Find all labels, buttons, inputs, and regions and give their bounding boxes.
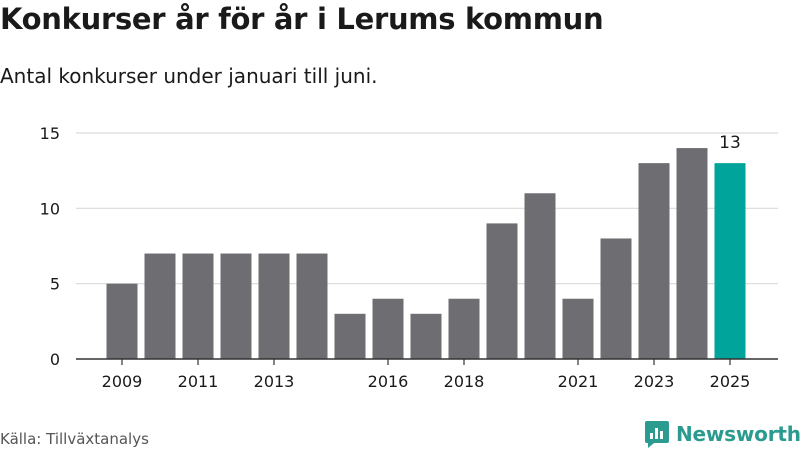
bar-2019	[486, 223, 518, 359]
x-tick-label: 2021	[558, 372, 599, 391]
bar-2010	[144, 253, 176, 359]
newsworthy-logo: Newsworthy	[644, 419, 800, 449]
brand-name: Newsworthy	[676, 422, 800, 446]
bar-2020	[524, 193, 556, 359]
bar-2011	[182, 253, 214, 359]
bar-2018	[448, 298, 480, 359]
bar-2015	[334, 313, 366, 359]
gridlines	[76, 132, 778, 285]
x-tick-label: 2009	[102, 372, 143, 391]
x-tick-label: 2018	[444, 372, 485, 391]
bar-2025	[714, 163, 746, 359]
bar-2013	[258, 253, 290, 359]
bar-2024	[676, 148, 708, 359]
data-label-2025: 13	[719, 133, 741, 153]
x-tick-label: 2011	[178, 372, 219, 391]
x-tick-label: 2023	[634, 372, 675, 391]
y-tick-label: 15	[40, 124, 60, 143]
x-tick-label: 2025	[710, 372, 751, 391]
y-tick-label: 0	[50, 350, 60, 369]
source-note: Källa: Tillväxtanalys	[0, 430, 149, 448]
bar-2012	[220, 253, 252, 359]
x-tick-label: 2016	[368, 372, 409, 391]
bar-2014	[296, 253, 328, 359]
x-tick-label: 2013	[254, 372, 295, 391]
bar-2017	[410, 313, 442, 359]
y-tick-label: 5	[50, 275, 60, 294]
bars: 13	[106, 133, 746, 359]
bar-2023	[638, 163, 670, 359]
bar-2022	[600, 238, 632, 359]
chart-title: Konkurser år för år i Lerums kommun	[0, 2, 604, 36]
axes: 0 5 10 15 2009 2011 2013 2016 2018 2021 2023 2025	[40, 124, 778, 391]
chart-subtitle: Antal konkurser under januari till juni.	[0, 64, 378, 88]
newsworthy-logo-icon	[645, 421, 669, 448]
y-tick-label: 10	[40, 199, 60, 218]
bar-2009	[106, 283, 138, 359]
bar-2016	[372, 298, 404, 359]
bar-2021	[562, 298, 594, 359]
